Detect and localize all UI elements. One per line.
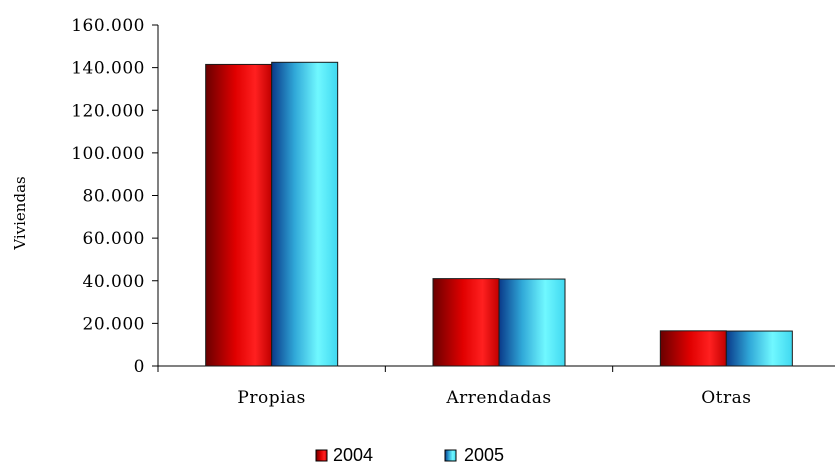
x-category-label: Otras (701, 388, 751, 408)
legend-swatch-2005 (444, 449, 457, 462)
y-axis: 0 20.000 40.000 60.000 80.000 100.000 120.000 1… (71, 16, 159, 377)
legend: 2004 2005 (315, 445, 504, 464)
y-tick-label: 140.000 (71, 59, 145, 79)
legend-swatch-2004 (315, 449, 328, 462)
x-category-label: Propias (237, 388, 305, 408)
bar-2005-arrendadas (498, 278, 566, 367)
y-tick-label: 20.000 (83, 314, 145, 334)
x-category-label: Arrendadas (445, 388, 551, 408)
legend-label-2004: 2004 (333, 445, 373, 464)
y-tick-label: 80.000 (83, 187, 145, 207)
bar-2005-propias (271, 61, 339, 367)
bar-2004-otras (659, 330, 727, 367)
bar-2004-propias (205, 63, 273, 367)
y-tick-label: 120.000 (71, 101, 145, 121)
legend-label-2005: 2005 (464, 445, 504, 464)
y-tick-label: 60.000 (83, 229, 145, 249)
y-tick-label: 40.000 (83, 272, 145, 292)
y-axis-title: Viviendas (11, 176, 29, 250)
bar-2005-otras (725, 330, 793, 367)
bars (205, 61, 793, 367)
y-tick-label: 100.000 (71, 144, 145, 164)
y-tick-label: 160.000 (71, 16, 145, 36)
x-axis: Propias Arrendadas Otras (157, 365, 835, 408)
bar-2004-arrendadas (432, 278, 500, 367)
y-tick-label: 0 (134, 357, 145, 377)
